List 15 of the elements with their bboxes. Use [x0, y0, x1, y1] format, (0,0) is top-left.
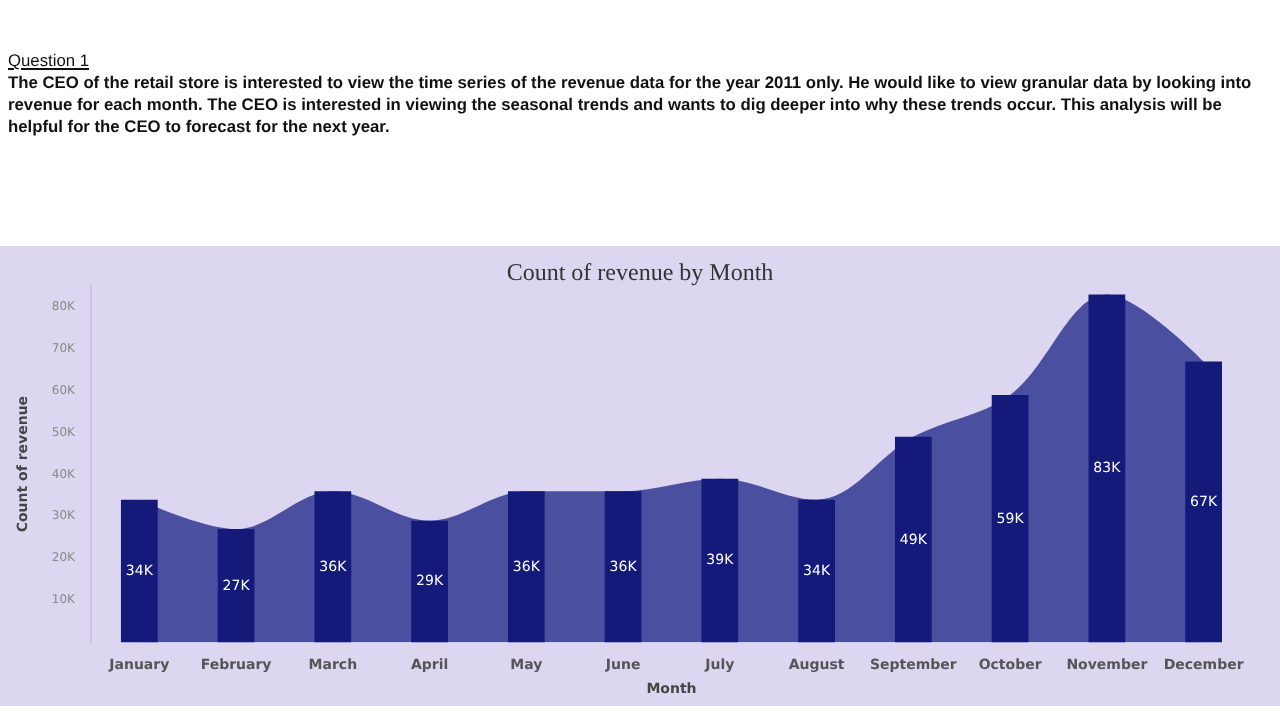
bar: [604, 491, 642, 643]
bar: [894, 436, 932, 643]
bar: [798, 499, 835, 643]
bar: [314, 491, 352, 643]
bar: [991, 394, 1029, 643]
bar: [120, 499, 158, 643]
bar: [217, 529, 255, 643]
bar: [411, 520, 448, 643]
chart-title: Count of revenue by Month: [506, 258, 774, 286]
bar: [1185, 361, 1223, 643]
bar: [701, 478, 739, 643]
text: The CEO of the retail store is interested to view the time series of the revenue data for the year 2011 only. He would like to view granular data by looking into revenue for each month. The CEO is interested in viewing the seasonal trends and wants to dig deeper into why these trends occur. This analysis will be helpful for the CEO to forecast for the next year.: [8, 72, 1254, 138]
text: Question 1: [8, 50, 92, 72]
bar: [1088, 294, 1126, 643]
bar: [507, 491, 545, 643]
